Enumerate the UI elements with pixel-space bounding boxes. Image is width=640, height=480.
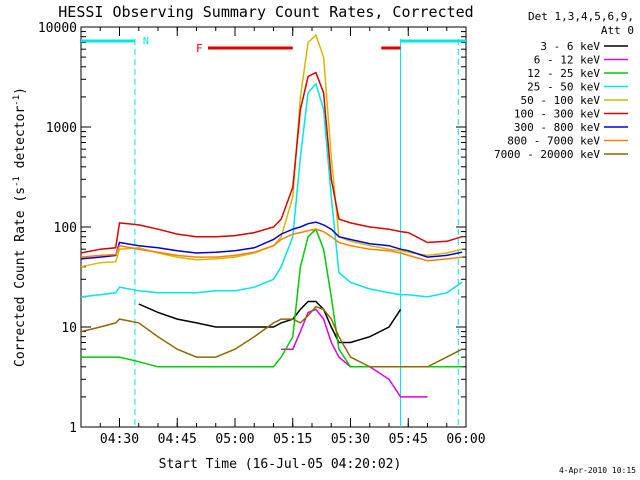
series-line-8 [80, 228, 463, 262]
series-line-9 [80, 305, 463, 368]
y-axis-label-mid: detector [13, 106, 28, 177]
legend-label: 12 - 25 keV [527, 67, 600, 80]
x-tick-label: 06:00 [446, 432, 485, 447]
series-line-4 [80, 82, 463, 298]
y-tick-label: 10 [61, 321, 77, 336]
y-tick-label: 100 [54, 221, 77, 236]
y-axis-label-prefix: Corrected Count Rate (s [13, 187, 28, 367]
legend-label: 300 - 800 keV [514, 121, 600, 134]
x-tick-label: 05:00 [215, 432, 254, 447]
x-tick-label: 05:15 [273, 432, 312, 447]
detector-info-line1: Det 1,3,4,5,6,9, [528, 10, 634, 23]
legend-label: 25 - 50 keV [527, 81, 600, 94]
chart-title: HESSI Observing Summary Count Rates, Cor… [58, 3, 473, 21]
legend-label: 7000 - 20000 keV [494, 148, 600, 161]
x-tick-label: 05:45 [389, 432, 428, 447]
y-axis-label-exp-2: -1 [12, 95, 22, 106]
legend-label: 800 - 7000 keV [507, 135, 600, 148]
series-line-1 [138, 300, 402, 344]
x-tick-label: 05:30 [331, 432, 370, 447]
night-flag-label: N [143, 36, 149, 47]
series-line-6 [80, 71, 463, 254]
legend-label: 3 - 6 keV [540, 40, 600, 53]
x-axis-label: Start Time (16-Jul-05 04:20:02) [159, 457, 402, 472]
x-tick-label: 04:30 [100, 432, 139, 447]
legend-label: 6 - 12 keV [534, 54, 601, 67]
x-tick-label: 04:45 [158, 432, 197, 447]
detector-info-line2: Att 0 [601, 24, 634, 37]
y-axis-label-close: ) [13, 87, 28, 95]
y-tick-label: 1 [69, 421, 77, 436]
flare-flag-label: F [196, 42, 203, 55]
legend-label: 50 - 100 keV [521, 94, 601, 107]
series-line-2 [281, 308, 428, 398]
y-axis-label: Corrected Count Rate (s-1 detector-1) [12, 87, 28, 367]
y-tick-label: 10000 [38, 21, 77, 36]
legend-label: 100 - 300 keV [514, 108, 600, 121]
plot-area: 1 10 100 1000 10000 04:30 04:45 05:00 05:15 05:30… [38, 21, 486, 447]
y-axis-label-exp-1: -1 [12, 176, 22, 187]
date-stamp: 4-Apr-2010 10:15 [559, 466, 636, 475]
y-tick-label: 1000 [46, 121, 77, 136]
series-line-7 [80, 221, 463, 260]
